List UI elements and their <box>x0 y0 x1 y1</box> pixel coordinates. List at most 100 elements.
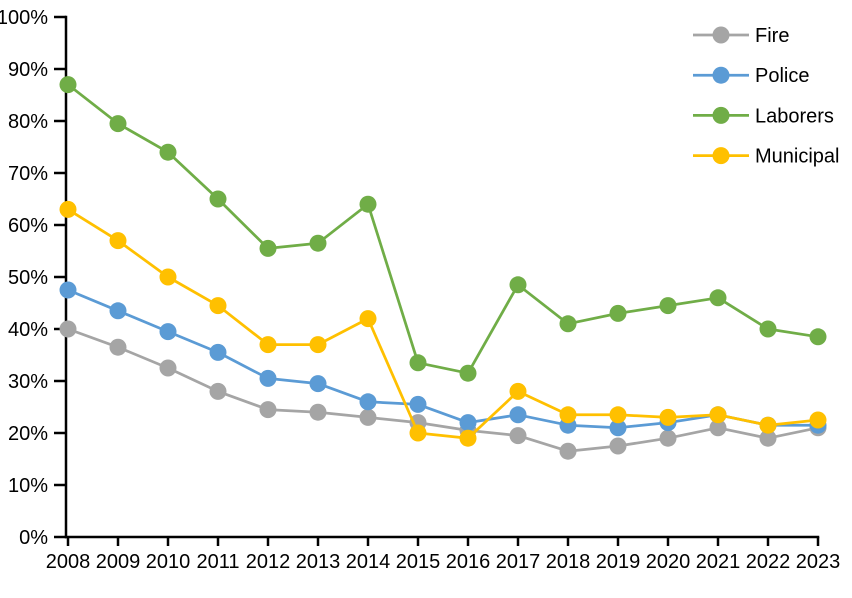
laborers-marker-2011 <box>209 190 227 208</box>
x-tick-label: 2013 <box>296 551 341 573</box>
fire-marker-2021 <box>709 419 727 437</box>
x-tick-label: 2012 <box>246 551 291 573</box>
police-marker-2013 <box>309 375 327 393</box>
legend-marker-fire <box>712 26 730 44</box>
police-marker-2019 <box>609 419 627 437</box>
fire-marker-2014 <box>359 408 377 426</box>
x-tick-label: 2020 <box>646 551 691 573</box>
police-marker-2008 <box>59 281 77 299</box>
legend-item-laborers: Laborers <box>693 105 834 127</box>
x-tick-label: 2022 <box>746 551 791 573</box>
police-marker-2010 <box>159 323 177 341</box>
police-marker-2017 <box>509 406 527 424</box>
laborers-marker-2020 <box>659 297 677 315</box>
y-tick-label: 100% <box>0 7 48 29</box>
police-marker-2009 <box>109 302 127 320</box>
x-tick-label: 2010 <box>146 551 191 573</box>
municipal-marker-2011 <box>209 297 227 315</box>
municipal-marker-2021 <box>709 406 727 424</box>
police-marker-2011 <box>209 343 227 361</box>
laborers-marker-2022 <box>759 320 777 338</box>
municipal-marker-2019 <box>609 406 627 424</box>
police-marker-2016 <box>459 414 477 432</box>
police-line <box>67 288 818 430</box>
x-tick-label: 2021 <box>696 551 741 573</box>
municipal-marker-2018 <box>559 406 577 424</box>
x-tick-label: 2017 <box>496 551 541 573</box>
fire-marker-2011 <box>209 382 227 400</box>
series-fire <box>59 320 827 460</box>
laborers-marker-2019 <box>609 304 627 322</box>
x-tick-label: 2014 <box>346 551 391 573</box>
fire-marker-2017 <box>509 427 527 445</box>
fire-marker-2013 <box>309 403 327 421</box>
y-tick-label: 50% <box>8 267 48 289</box>
y-tick-label: 0% <box>19 527 48 549</box>
laborers-marker-2021 <box>709 289 727 307</box>
legend-label-police: Police <box>755 65 809 87</box>
municipal-marker-2008 <box>59 200 77 218</box>
x-tick-label: 2019 <box>596 551 641 573</box>
municipal-marker-2023 <box>809 411 827 429</box>
laborers-marker-2016 <box>459 364 477 382</box>
y-tick-label: 20% <box>8 423 48 445</box>
laborers-marker-2010 <box>159 143 177 161</box>
fire-marker-2010 <box>159 359 177 377</box>
legend-label-fire: Fire <box>755 25 789 47</box>
municipal-marker-2010 <box>159 268 177 286</box>
legend-item-municipal: Municipal <box>693 146 839 168</box>
y-tick-label: 40% <box>8 319 48 341</box>
police-marker-2014 <box>359 393 377 411</box>
legend-marker-municipal <box>712 147 730 165</box>
x-tick-label: 2009 <box>96 551 141 573</box>
x-tick-label: 2016 <box>446 551 491 573</box>
municipal-marker-2015 <box>409 424 427 442</box>
y-tick-label: 90% <box>8 59 48 81</box>
x-tick-label: 2011 <box>196 551 239 573</box>
fire-marker-2018 <box>559 442 577 460</box>
x-tick-label: 2015 <box>396 551 441 573</box>
x-tick-label: 2018 <box>546 551 591 573</box>
legend-item-fire: Fire <box>693 25 789 47</box>
x-tick-label: 2008 <box>46 551 91 573</box>
fire-marker-2012 <box>259 401 277 419</box>
axes <box>54 15 820 546</box>
municipal-marker-2017 <box>509 382 527 400</box>
y-tick-label: 60% <box>8 215 48 237</box>
laborers-marker-2012 <box>259 239 277 257</box>
municipal-marker-2016 <box>459 429 477 447</box>
fire-marker-2019 <box>609 437 627 455</box>
municipal-marker-2013 <box>309 336 327 354</box>
police-marker-2012 <box>259 369 277 387</box>
laborers-marker-2018 <box>559 315 577 333</box>
laborers-marker-2017 <box>509 276 527 294</box>
laborers-marker-2008 <box>59 76 77 94</box>
fire-marker-2008 <box>59 320 77 338</box>
fire-marker-2022 <box>759 429 777 447</box>
legend-marker-police <box>712 66 730 84</box>
laborers-marker-2013 <box>309 234 327 252</box>
fire-line <box>67 327 819 453</box>
y-tick-label: 10% <box>8 475 48 497</box>
municipal-marker-2020 <box>659 408 677 426</box>
laborers-marker-2023 <box>809 328 827 346</box>
x-tick-label: 2023 <box>796 551 841 573</box>
y-tick-label: 70% <box>8 163 48 185</box>
municipal-marker-2012 <box>259 336 277 354</box>
legend-item-police: Police <box>693 65 809 87</box>
municipal-marker-2022 <box>759 416 777 434</box>
municipal-line <box>67 208 819 440</box>
municipal-marker-2014 <box>359 310 377 328</box>
laborers-marker-2014 <box>359 195 377 213</box>
laborers-marker-2015 <box>409 354 427 372</box>
laborers-marker-2009 <box>109 115 127 133</box>
laborers-line <box>67 83 819 375</box>
police-marker-2015 <box>409 395 427 413</box>
fire-marker-2020 <box>659 429 677 447</box>
municipal-marker-2009 <box>109 232 127 250</box>
y-tick-label: 80% <box>8 111 48 133</box>
legend-label-municipal: Municipal <box>755 146 839 168</box>
legend: Fire Police Laborers Municipal <box>693 25 839 168</box>
